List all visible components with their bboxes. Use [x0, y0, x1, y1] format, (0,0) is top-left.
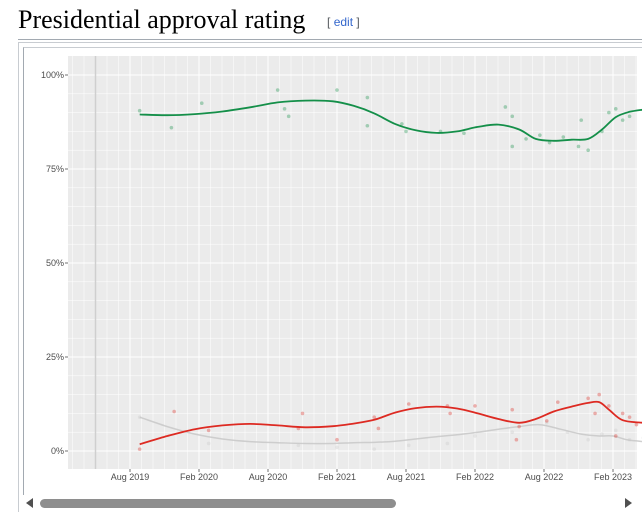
approve-poll-point: [510, 144, 515, 149]
disapprove-poll-point: [448, 411, 452, 416]
approve-poll-point: [627, 114, 632, 119]
undecided-poll-point: [544, 421, 549, 425]
disapprove-poll-point: [206, 428, 211, 433]
disapprove-poll-point: [335, 437, 339, 442]
undecided-poll-point: [372, 447, 377, 451]
series-layer: [137, 88, 642, 451]
approve-poll-point: [404, 129, 408, 134]
approve-poll-point: [503, 105, 508, 109]
approve-poll-point: [335, 88, 339, 92]
approve-series: [137, 88, 642, 152]
approve-poll-point: [400, 122, 404, 126]
y-tick-label: 0%: [51, 446, 64, 456]
y-tick-label: 100%: [41, 70, 64, 80]
x-tick-label: Aug 2021: [387, 472, 426, 482]
approve-poll-point: [579, 118, 584, 122]
undecided-series: [137, 415, 642, 451]
approve-poll-point: [365, 95, 370, 100]
disapprove-poll-point: [556, 400, 560, 404]
x-tick-label: Feb 2021: [318, 472, 356, 482]
section-heading: Presidential approval rating [ edit ]: [18, 5, 642, 40]
approve-poll-point: [275, 88, 280, 92]
approve-poll-point: [137, 108, 142, 113]
undecided-poll-point: [510, 430, 515, 435]
axis-ticks: [65, 74, 614, 472]
y-tick-label: 25%: [46, 352, 64, 362]
disapprove-poll-point: [372, 415, 377, 419]
x-tick-label: Aug 2020: [249, 472, 288, 482]
disapprove-poll-point: [300, 411, 305, 416]
disapprove-poll-point: [510, 407, 515, 412]
scrollbar-thumb[interactable]: [40, 499, 396, 508]
disapprove-poll-point: [620, 411, 625, 416]
y-tick-label: 75%: [46, 164, 64, 174]
y-tick-label: 50%: [46, 258, 64, 268]
approve-poll-point: [169, 125, 174, 130]
approve-poll-point: [524, 137, 528, 141]
disapprove-poll-point: [473, 404, 477, 408]
approve-poll-point: [620, 118, 625, 122]
disapprove-poll-point: [627, 415, 632, 419]
x-tick-label: Feb 2020: [180, 472, 218, 482]
disapprove-poll-point: [597, 392, 601, 397]
x-tick-label: Feb 2023: [594, 472, 632, 482]
disapprove-trend-line: [139, 400, 642, 446]
approve-poll-point: [282, 107, 287, 111]
chart-container: [23, 47, 642, 512]
scroll-right-arrow-icon[interactable]: [625, 498, 632, 508]
edit-bracket-open: [: [327, 15, 331, 29]
disapprove-poll-point: [406, 402, 411, 406]
approve-poll-point: [510, 114, 515, 119]
undecided-poll-point: [335, 445, 339, 450]
disapprove-poll-point: [634, 422, 639, 427]
approve-poll-point: [199, 101, 204, 105]
disapprove-poll-point: [613, 434, 618, 438]
disapprove-series: [137, 392, 642, 451]
approve-poll-point: [538, 133, 542, 137]
section-title: Presidential approval rating: [18, 5, 306, 34]
approve-poll-point: [613, 107, 618, 111]
undecided-poll-point: [613, 428, 618, 433]
disapprove-poll-point: [607, 404, 611, 408]
disapprove-poll-point: [172, 409, 176, 414]
scroll-left-arrow-icon[interactable]: [26, 498, 33, 508]
approve-poll-point: [586, 148, 590, 152]
disapprove-poll-point: [514, 437, 519, 442]
y-axis-labels: 0% 25% 50% 75% 100%: [41, 70, 64, 456]
disapprove-poll-point: [586, 396, 590, 401]
edit-section-wrapper: [ edit ]: [327, 15, 360, 29]
edit-section-link[interactable]: edit: [333, 15, 354, 29]
x-tick-label: Aug 2022: [525, 472, 564, 482]
undecided-poll-point: [296, 443, 301, 448]
approve-poll-point: [286, 114, 291, 119]
approve-poll-point: [547, 140, 552, 145]
undecided-poll-point: [473, 434, 477, 438]
x-axis-labels: Aug 2019 Feb 2020 Aug 2020 Feb 2021 Aug …: [111, 472, 632, 482]
approve-poll-point: [607, 110, 611, 115]
edit-bracket-close: ]: [356, 15, 360, 29]
undecided-poll-point: [600, 432, 604, 436]
undecided-poll-point: [206, 441, 211, 446]
undecided-poll-point: [445, 441, 450, 446]
x-tick-label: Aug 2019: [111, 472, 150, 482]
approve-poll-point: [365, 123, 370, 128]
undecided-poll-point: [586, 437, 590, 442]
approve-poll-point: [561, 135, 566, 139]
disapprove-poll-point: [137, 447, 142, 451]
approve-poll-point: [576, 144, 581, 149]
approve-poll-point: [462, 131, 466, 136]
approve-trend-line: [139, 99, 642, 142]
disapprove-poll-point: [544, 419, 549, 423]
disapprove-poll-point: [376, 426, 381, 431]
major-gridlines: [68, 56, 637, 469]
disapprove-poll-point: [593, 411, 597, 416]
undecided-poll-point: [406, 443, 411, 448]
x-tick-label: Feb 2022: [456, 472, 494, 482]
undecided-trend-line: [139, 416, 642, 445]
disapprove-poll-point: [517, 424, 521, 429]
